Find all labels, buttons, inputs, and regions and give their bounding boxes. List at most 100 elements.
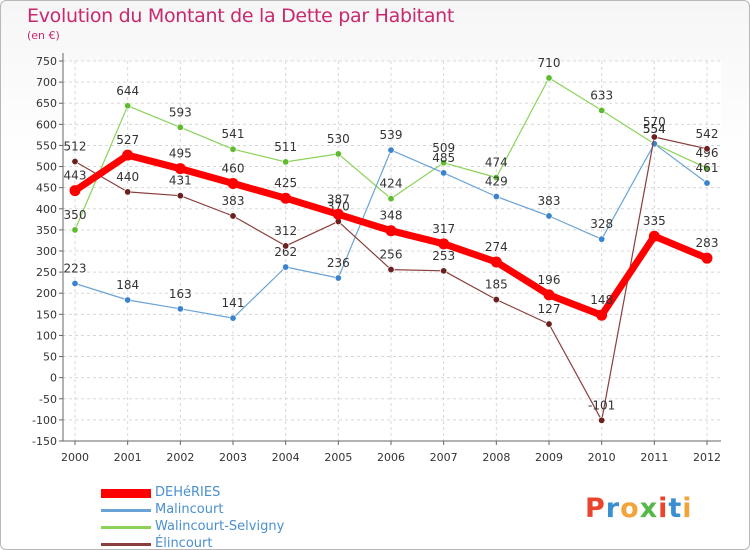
data-point xyxy=(229,145,237,153)
data-point xyxy=(174,163,186,175)
data-label: 141 xyxy=(222,296,245,310)
x-tick-label: 2003 xyxy=(219,451,247,464)
data-point xyxy=(124,188,132,196)
data-label: 328 xyxy=(590,217,613,231)
data-point xyxy=(176,123,184,131)
data-point xyxy=(71,226,79,234)
data-label: 710 xyxy=(538,56,561,70)
data-label: 593 xyxy=(169,105,192,119)
data-label: 527 xyxy=(116,133,139,147)
data-point xyxy=(176,305,184,313)
y-tick-label: 400 xyxy=(36,203,57,216)
data-label: 253 xyxy=(432,249,455,263)
data-point xyxy=(598,235,606,243)
x-tick-label: 2007 xyxy=(430,451,458,464)
data-point xyxy=(282,242,290,250)
data-point xyxy=(282,158,290,166)
data-label: 312 xyxy=(274,224,297,238)
data-point xyxy=(648,230,660,242)
data-label: 163 xyxy=(169,287,192,301)
data-point xyxy=(703,179,711,187)
y-tick-label: 650 xyxy=(36,97,57,110)
logo-letter: o xyxy=(620,493,640,524)
data-label: 335 xyxy=(643,214,666,228)
legend-swatch xyxy=(101,509,151,512)
legend-item: DEHéRIES xyxy=(101,485,401,502)
legend-item: Walincourt-Selvigny xyxy=(101,519,401,536)
x-tick-label: 2012 xyxy=(693,451,721,464)
data-label: 496 xyxy=(696,146,719,160)
x-tick-label: 2011 xyxy=(640,451,668,464)
legend-swatch xyxy=(101,526,151,529)
data-point xyxy=(122,149,134,161)
data-label: 127 xyxy=(538,302,561,316)
y-tick-label: -50 xyxy=(39,393,57,406)
data-point xyxy=(229,212,237,220)
y-tick-label: 200 xyxy=(36,287,57,300)
logo-letter: x xyxy=(639,493,659,524)
legend-swatch xyxy=(101,489,151,498)
chart-unit: (en €) xyxy=(27,29,60,42)
y-tick-label: 0 xyxy=(50,372,57,385)
y-tick-label: -150 xyxy=(32,435,57,448)
data-point xyxy=(596,309,608,321)
data-point xyxy=(387,195,395,203)
data-point xyxy=(703,164,711,172)
data-label: 425 xyxy=(274,176,297,190)
data-point xyxy=(650,133,658,141)
data-point xyxy=(69,185,81,197)
data-point xyxy=(492,174,500,182)
legend-item: Élincourt xyxy=(101,536,401,549)
data-label: 461 xyxy=(696,161,719,175)
data-label: 542 xyxy=(696,127,719,141)
data-label: 429 xyxy=(485,175,508,189)
data-label: 431 xyxy=(169,174,192,188)
y-tick-label: 250 xyxy=(36,266,57,279)
data-label: 554 xyxy=(643,122,666,136)
data-label: 440 xyxy=(116,170,139,184)
data-label: 554 xyxy=(643,122,666,136)
chart-title: Evolution du Montant de la Dette par Hab… xyxy=(27,5,455,27)
data-point xyxy=(543,289,555,301)
data-label: 223 xyxy=(64,262,87,276)
y-tick-label: 550 xyxy=(36,139,57,152)
data-point xyxy=(545,74,553,82)
data-label: 387 xyxy=(327,192,350,206)
data-label: 185 xyxy=(485,278,508,292)
data-point xyxy=(71,157,79,165)
data-point xyxy=(440,267,448,275)
y-tick-label: 300 xyxy=(36,245,57,258)
data-label: 350 xyxy=(64,208,87,222)
data-label: 256 xyxy=(380,248,403,262)
y-tick-label: 600 xyxy=(36,118,57,131)
y-tick-label: 150 xyxy=(36,308,57,321)
data-label: 474 xyxy=(485,156,508,170)
data-point xyxy=(545,212,553,220)
x-tick-label: 2001 xyxy=(114,451,142,464)
data-label: -101 xyxy=(588,398,615,412)
x-tick-label: 2009 xyxy=(535,451,563,464)
data-label: 283 xyxy=(696,236,719,250)
data-label: 530 xyxy=(327,132,350,146)
data-label: 424 xyxy=(380,177,403,191)
x-tick-label: 2000 xyxy=(61,451,89,464)
x-tick-label: 2006 xyxy=(377,451,405,464)
data-label: 570 xyxy=(643,115,666,129)
x-tick-label: 2010 xyxy=(588,451,616,464)
x-tick-label: 2004 xyxy=(272,451,300,464)
legend-swatch xyxy=(101,543,151,546)
data-label: 495 xyxy=(169,147,192,161)
y-tick-label: 450 xyxy=(36,182,57,195)
legend: DEHéRIES Malincourt Walincourt-Selvigny Éli… xyxy=(101,485,401,549)
y-tick-label: 500 xyxy=(36,161,57,174)
data-label: 148 xyxy=(590,293,613,307)
data-label: 541 xyxy=(222,127,245,141)
y-tick-label: 350 xyxy=(36,224,57,237)
data-label: 348 xyxy=(380,209,403,223)
data-point xyxy=(227,177,239,189)
data-label: 512 xyxy=(64,139,87,153)
data-point xyxy=(490,256,502,268)
data-label: 443 xyxy=(64,169,87,183)
data-point xyxy=(598,416,606,424)
